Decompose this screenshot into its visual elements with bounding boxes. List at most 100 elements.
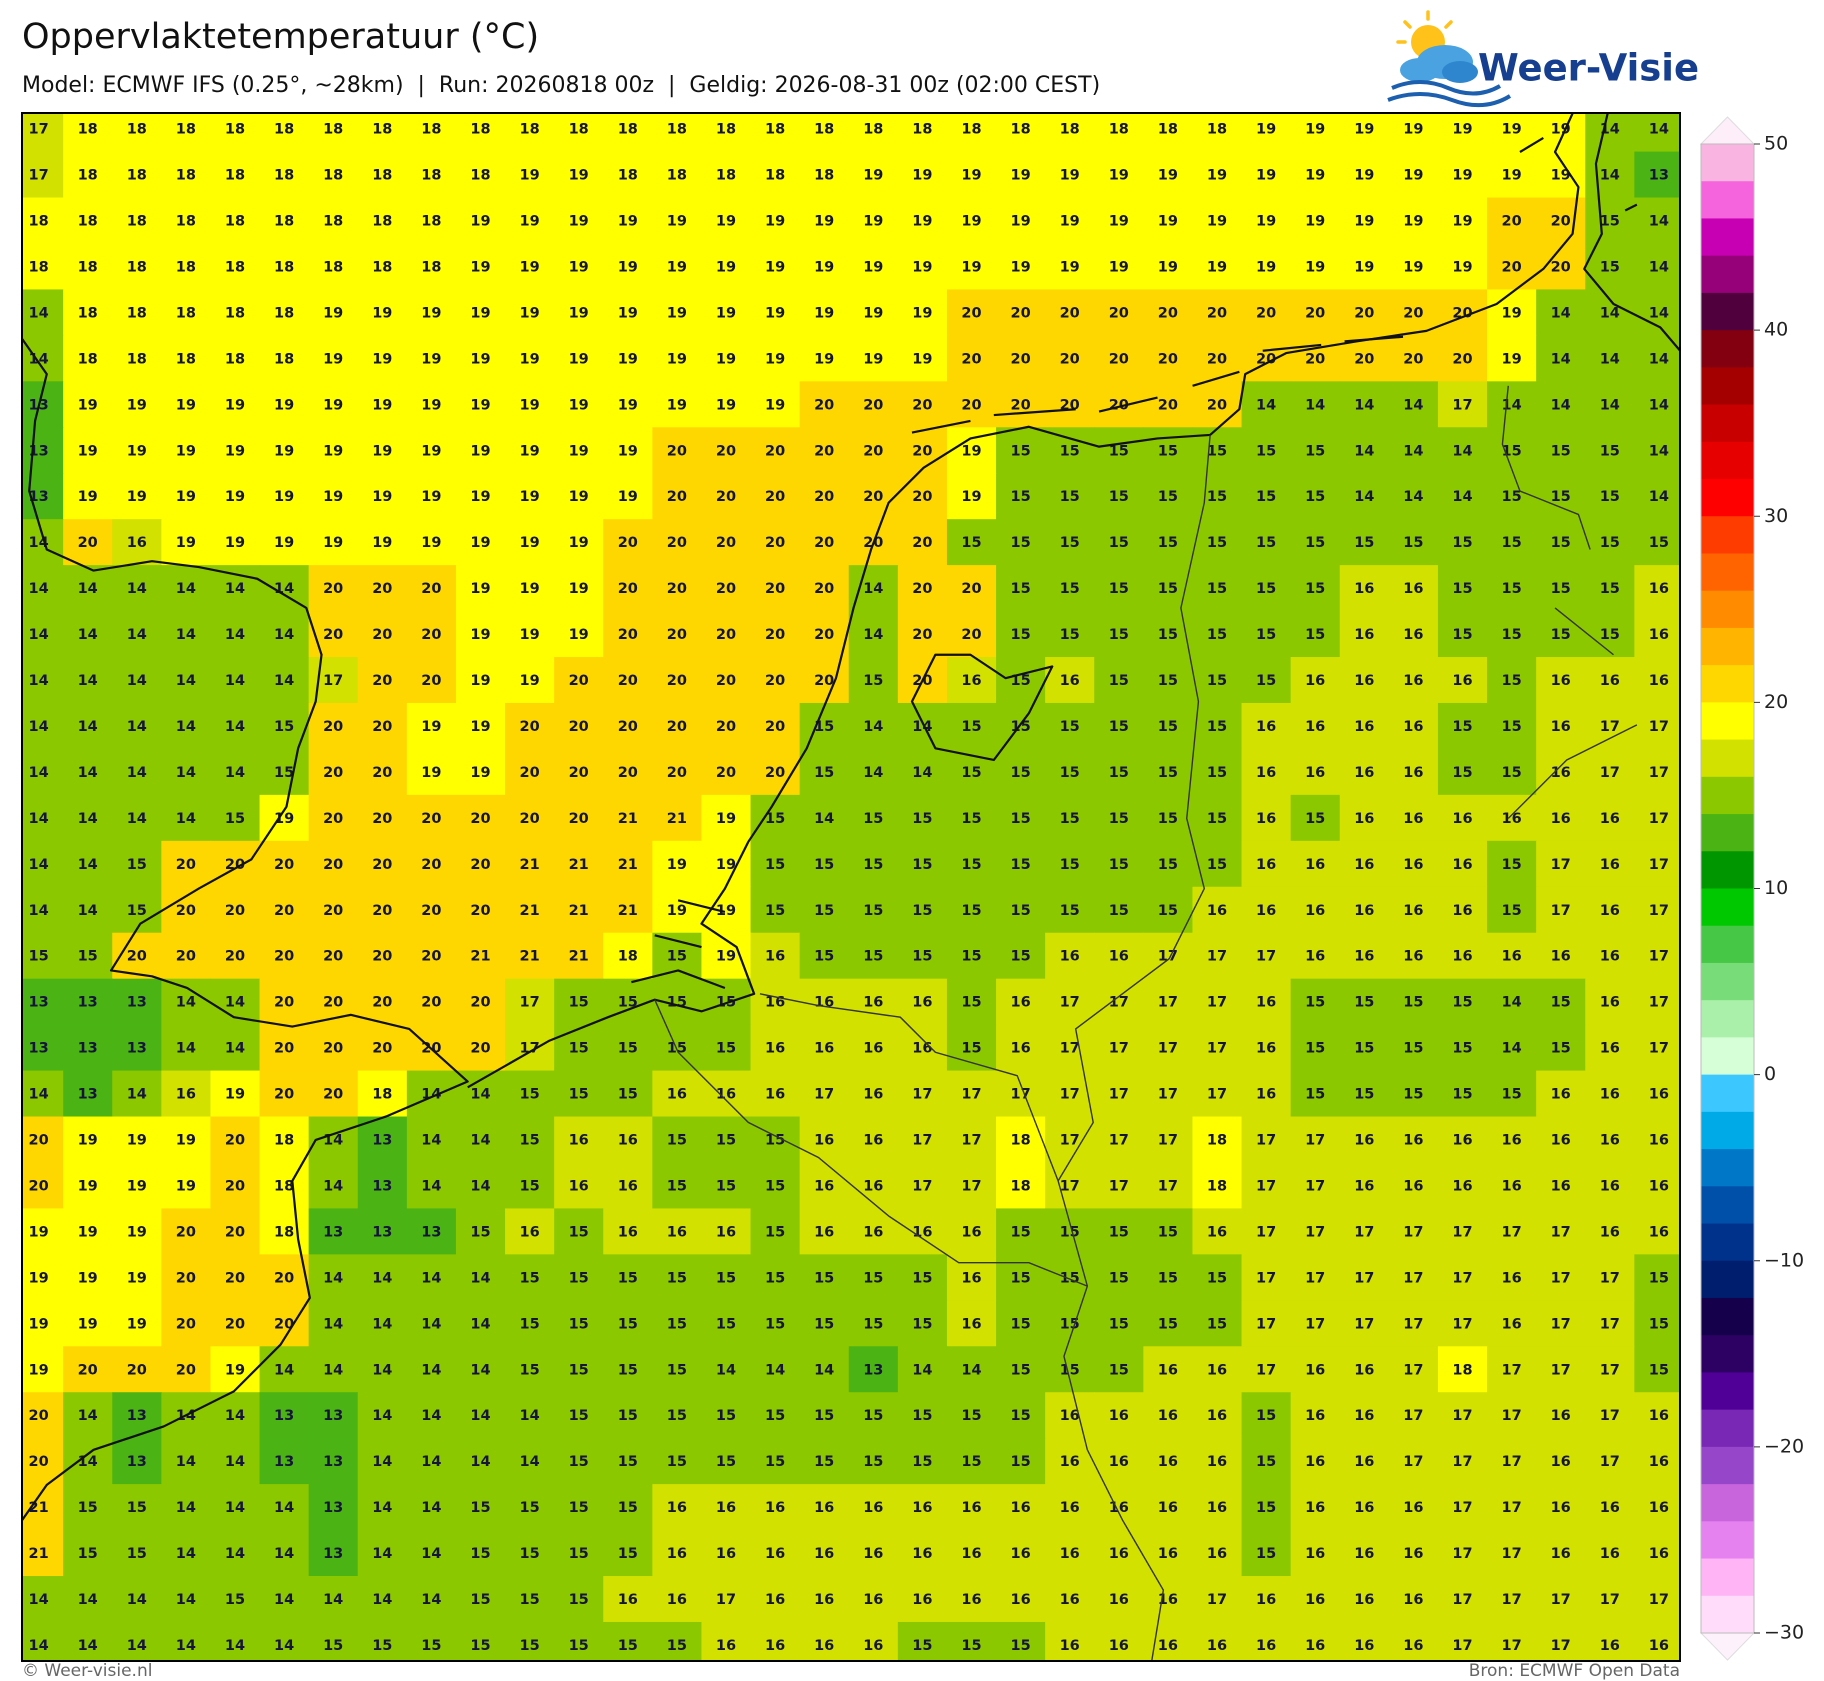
temperature-cell — [1143, 289, 1194, 336]
cell-value: 15 — [1158, 1270, 1178, 1286]
cell-value: 15 — [814, 1454, 834, 1470]
temperature-cell — [63, 1576, 113, 1623]
temperature-cell — [1437, 1576, 1488, 1623]
cell-value: 17 — [1109, 1178, 1129, 1194]
cell-value: 15 — [1011, 765, 1031, 781]
cell-value: 15 — [765, 1178, 785, 1194]
cell-value: 18 — [274, 1133, 294, 1149]
temperature-cell — [1536, 1208, 1586, 1255]
cell-value: 15 — [961, 811, 981, 827]
footer-source: Bron: ECMWF Open Data — [1469, 1661, 1680, 1681]
temperature-cell — [897, 1621, 948, 1661]
cell-value: 15 — [961, 535, 981, 551]
temperature-cell — [1634, 1254, 1680, 1301]
temperature-cell — [652, 1162, 703, 1210]
cell-value: 19 — [1158, 168, 1178, 184]
temperature-cell — [1045, 978, 1095, 1026]
temperature-cell — [1634, 473, 1680, 520]
temperature-cell — [357, 1484, 408, 1531]
cell-value: 15 — [912, 1454, 932, 1470]
cell-value: 20 — [323, 581, 343, 597]
cell-value: 15 — [1158, 627, 1178, 643]
cell-value: 16 — [765, 1546, 785, 1562]
cell-value: 14 — [176, 1500, 196, 1516]
cell-value: 14 — [863, 581, 883, 597]
cell-value: 14 — [372, 1500, 392, 1516]
cell-value: 14 — [225, 1408, 245, 1424]
cell-value: 18 — [29, 214, 49, 230]
cell-value: 18 — [29, 259, 49, 275]
cell-value: 14 — [127, 811, 147, 827]
temperature-cell — [1290, 427, 1341, 474]
temperature-cell — [554, 1530, 604, 1577]
colorbar-segment — [1701, 1223, 1754, 1262]
cell-value: 16 — [1600, 857, 1620, 873]
temperature-cell — [357, 289, 408, 336]
temperature-cell — [112, 427, 162, 474]
cell-value: 19 — [716, 811, 736, 827]
cell-value: 15 — [520, 1316, 540, 1332]
temperature-cell — [1339, 565, 1390, 612]
temperature-cell — [1045, 427, 1095, 474]
temperature-cell — [554, 1162, 604, 1210]
cell-value: 16 — [1600, 673, 1620, 689]
temperature-cell — [505, 1162, 555, 1210]
temperature-cell — [848, 1392, 899, 1439]
temperature-cell — [406, 473, 457, 520]
temperature-cell — [1536, 932, 1586, 980]
cell-value: 19 — [78, 397, 98, 413]
temperature-cell — [848, 151, 899, 199]
cell-value: 15 — [520, 1133, 540, 1149]
cell-value: 14 — [323, 1178, 343, 1194]
temperature-cell — [1437, 886, 1488, 934]
temperature-cell — [1487, 473, 1537, 520]
cell-value: 16 — [1109, 1592, 1129, 1608]
temperature-cell — [1192, 243, 1243, 291]
temperature-cell — [1143, 702, 1194, 750]
cell-value: 15 — [1452, 719, 1472, 735]
temperature-cell — [652, 243, 703, 291]
temperature-cell — [1487, 1162, 1537, 1210]
temperature-cell — [799, 748, 850, 796]
cell-value: 15 — [1600, 489, 1620, 505]
temperature-cell — [63, 932, 113, 980]
cell-value: 15 — [1158, 857, 1178, 873]
temperature-cell — [161, 1300, 212, 1347]
temperature-cell — [1290, 1024, 1341, 1072]
cell-value: 20 — [274, 857, 294, 873]
cell-value: 20 — [274, 1270, 294, 1286]
temperature-cell — [946, 1576, 997, 1623]
temperature-cell — [1585, 473, 1635, 520]
temperature-cell — [848, 1070, 899, 1118]
cell-value: 16 — [1403, 673, 1423, 689]
temperature-cell — [799, 1621, 850, 1661]
temperature-cell — [161, 565, 212, 612]
cell-value: 15 — [618, 1454, 638, 1470]
temperature-cell — [406, 1576, 457, 1623]
temperature-cell — [1437, 657, 1488, 704]
cell-value: 17 — [1649, 765, 1669, 781]
cell-value: 14 — [78, 811, 98, 827]
colorbar-segment — [1701, 590, 1754, 629]
cell-value: 15 — [1305, 995, 1325, 1011]
temperature-cell — [1192, 1392, 1243, 1439]
temperature-cell — [1143, 427, 1194, 474]
temperature-cell — [1388, 197, 1439, 245]
cell-value: 17 — [1502, 1362, 1522, 1378]
cell-value: 13 — [78, 995, 98, 1011]
temperature-cell — [652, 1254, 703, 1301]
temperature-cell — [1290, 197, 1341, 245]
cell-value: 16 — [912, 1224, 932, 1240]
cell-value: 16 — [1354, 811, 1374, 827]
temperature-cell — [1143, 243, 1194, 291]
cell-value: 16 — [1256, 1638, 1276, 1654]
cell-value: 14 — [29, 857, 49, 873]
cell-value: 15 — [716, 1133, 736, 1149]
cell-value: 19 — [569, 168, 589, 184]
temperature-cell — [505, 113, 555, 153]
cell-value: 16 — [912, 1592, 932, 1608]
temperature-cell — [455, 473, 506, 520]
temperature-cell — [112, 1438, 162, 1485]
cell-value: 20 — [1207, 397, 1227, 413]
